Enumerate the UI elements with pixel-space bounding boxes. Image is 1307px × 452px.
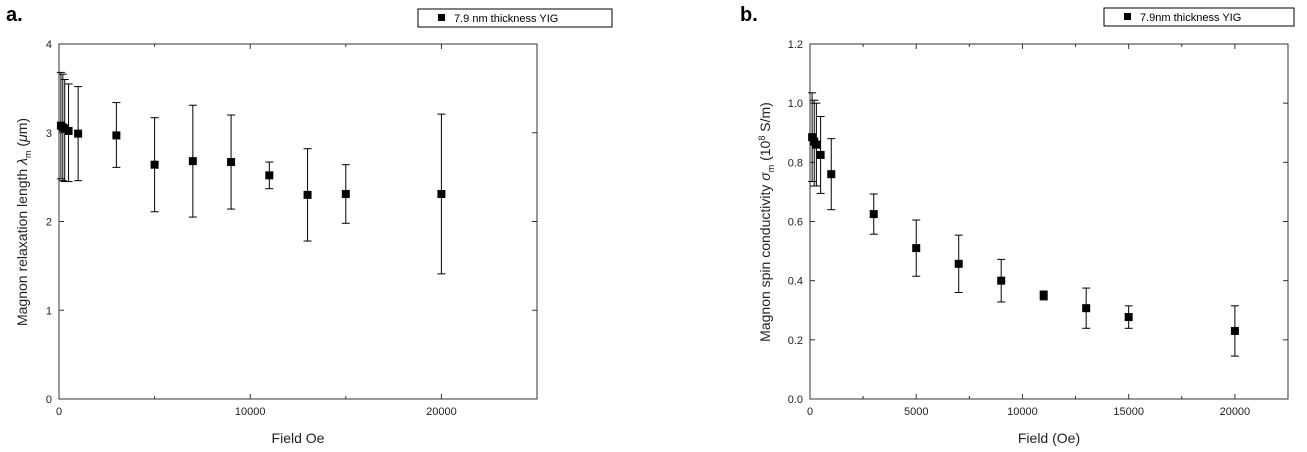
y-label-symbol: σ bbox=[757, 172, 773, 181]
data-marker bbox=[74, 129, 83, 138]
data-point bbox=[437, 113, 446, 275]
data-point bbox=[1124, 305, 1133, 329]
y-tick-label: 0.4 bbox=[788, 276, 803, 288]
y-tick-label: 0 bbox=[46, 394, 52, 406]
x-tick-label: 5000 bbox=[904, 406, 928, 418]
plot-frame bbox=[58, 43, 538, 400]
y-label-superscript: 8 bbox=[757, 136, 767, 141]
y-tick-label: 0.8 bbox=[788, 157, 803, 169]
data-marker bbox=[997, 276, 1006, 285]
y-label-subscript: m bbox=[766, 165, 776, 173]
panel-label: b. bbox=[740, 4, 758, 26]
legend: 7.9nm thickness YIG bbox=[1103, 7, 1295, 27]
x-tick-label: 20000 bbox=[1220, 406, 1251, 418]
y-axis-label: Magnon spin conductivity σm (108 S/m) bbox=[757, 102, 776, 342]
y-tick-label: 4 bbox=[46, 39, 52, 51]
legend-box bbox=[1103, 7, 1295, 27]
data-marker bbox=[112, 131, 121, 140]
data-marker bbox=[227, 158, 236, 167]
legend-label: 7.9nm thickness YIG bbox=[1140, 12, 1241, 24]
y-tick-label: 1.2 bbox=[788, 39, 803, 51]
data-marker bbox=[954, 259, 963, 268]
data-marker bbox=[437, 189, 446, 198]
plot-frame bbox=[809, 43, 1289, 400]
data-point bbox=[303, 148, 312, 242]
data-point bbox=[812, 102, 821, 187]
x-tick-label: 0 bbox=[807, 406, 813, 418]
data-point bbox=[816, 115, 825, 194]
data-point bbox=[74, 86, 83, 182]
panel-b-chart: b. 0.0 0.2 0.4 0.6 0.8 1.0 1.2 0 5000 10000 15000 20… bbox=[740, 4, 1295, 446]
y-axis-label: Magnon relaxation length λm (μm) bbox=[14, 118, 33, 326]
data-marker bbox=[1082, 304, 1091, 313]
x-axis-label: Field Oe bbox=[272, 430, 325, 446]
panel-a-chart: a. 0 1 2 3 4 0 10000 20000 Field Oe Magnon relaxat… bbox=[6, 4, 613, 446]
x-tick-label: 10000 bbox=[235, 406, 266, 418]
data-marker bbox=[869, 210, 878, 219]
data-point bbox=[827, 138, 836, 211]
data-point bbox=[997, 258, 1006, 303]
data-point bbox=[112, 102, 121, 168]
data-point bbox=[1039, 290, 1048, 301]
y-tick-label: 0.6 bbox=[788, 217, 803, 229]
x-tick-label: 10000 bbox=[1007, 406, 1038, 418]
data-marker bbox=[812, 140, 821, 149]
y-tick-label: 0.2 bbox=[788, 335, 803, 347]
legend-box bbox=[417, 8, 613, 28]
data-marker bbox=[816, 150, 825, 159]
data-point bbox=[341, 164, 350, 224]
data-point bbox=[954, 234, 963, 293]
data-marker bbox=[808, 133, 817, 142]
data-point bbox=[1230, 305, 1239, 357]
data-marker bbox=[827, 170, 836, 179]
data-point bbox=[808, 92, 817, 183]
data-marker bbox=[303, 190, 312, 199]
y-tick-label: 2 bbox=[46, 217, 52, 229]
data-point bbox=[227, 114, 236, 210]
data-marker bbox=[1124, 313, 1133, 322]
data-point bbox=[265, 161, 274, 190]
data-point bbox=[912, 219, 921, 277]
data-marker bbox=[1039, 291, 1048, 300]
x-tick-label: 15000 bbox=[1113, 406, 1144, 418]
legend: 7.9 nm thickness YIG bbox=[417, 8, 613, 28]
y-tick-label: 0.0 bbox=[788, 394, 803, 406]
data-marker bbox=[188, 157, 197, 166]
y-tick-label: 1 bbox=[46, 305, 52, 317]
data-point bbox=[150, 117, 159, 213]
x-tick-label: 20000 bbox=[426, 406, 457, 418]
data-point bbox=[1082, 287, 1091, 329]
legend-label: 7.9 nm thickness YIG bbox=[454, 13, 558, 25]
x-tick-label: 0 bbox=[56, 406, 62, 418]
data-marker bbox=[1230, 326, 1239, 335]
y-label-subscript: m bbox=[23, 151, 33, 159]
legend-marker bbox=[438, 14, 445, 21]
data-point bbox=[64, 83, 73, 183]
panel-label: a. bbox=[6, 4, 23, 26]
y-label-symbol: λ bbox=[14, 158, 30, 166]
data-marker bbox=[150, 160, 159, 169]
y-tick-label: 1.0 bbox=[788, 98, 803, 110]
data-marker bbox=[341, 189, 350, 198]
data-marker bbox=[265, 171, 274, 180]
legend-marker bbox=[1124, 13, 1131, 20]
x-axis-label: Field (Oe) bbox=[1018, 430, 1080, 446]
data-marker bbox=[64, 126, 73, 135]
y-tick-label: 3 bbox=[46, 128, 52, 140]
data-marker bbox=[912, 244, 921, 253]
data-point bbox=[188, 104, 197, 218]
data-point bbox=[869, 193, 878, 235]
